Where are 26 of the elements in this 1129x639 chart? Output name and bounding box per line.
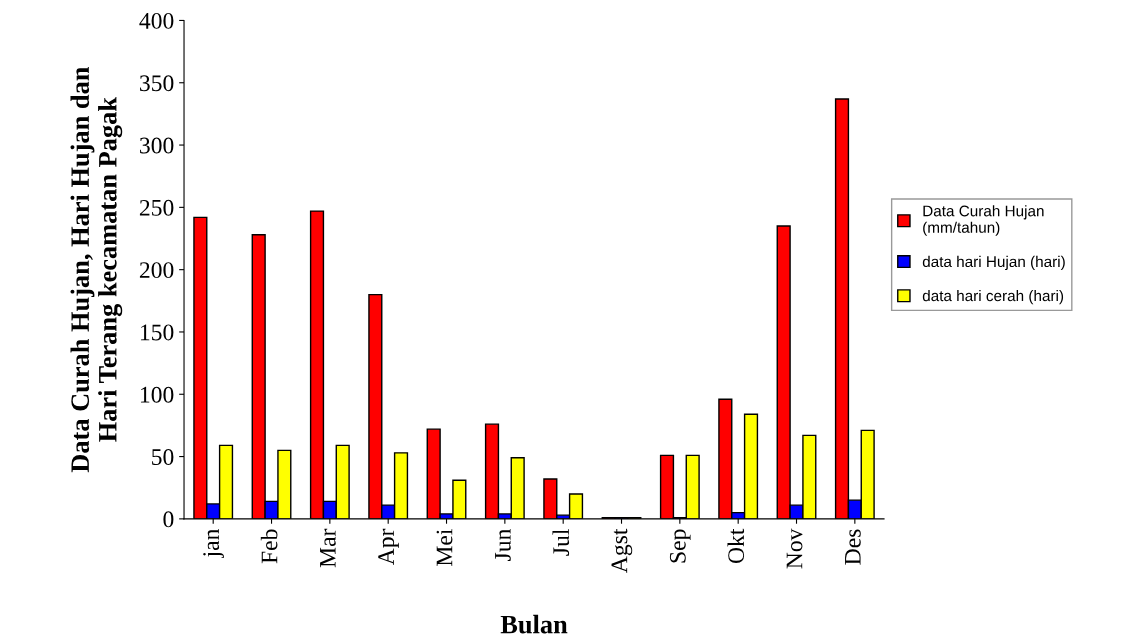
y-tick-label: 150: [140, 324, 174, 341]
legend-label: data hari Hujan (hari): [922, 255, 1065, 271]
x-tick-label: Mei: [436, 529, 453, 566]
legend-label: Data Curah Hujan (mm/tahun): [923, 205, 1044, 236]
x-tick-label: Jun: [495, 528, 511, 561]
y-tick-label: 400: [139, 12, 174, 29]
y-tick-label: 300: [140, 137, 174, 154]
x-tick-label: Jul: [552, 529, 570, 556]
y-tick-label: 50: [152, 449, 174, 465]
legend-label: data hari cerah (hari): [922, 290, 1064, 305]
x-tick-label: jan: [203, 528, 224, 559]
x-tick-label: Agst: [611, 528, 633, 573]
y-tick-label: 250: [139, 199, 174, 216]
y-tick-label: 350: [140, 75, 174, 92]
x-tick-label: Okt: [727, 528, 745, 564]
y-tick-label: 0: [163, 511, 174, 528]
x-tick-label: Nov: [786, 528, 803, 569]
y-axis-title: Data Curah Hujan, Hari Hujan dan Hari Terang kecamatan Pagak: [70, 66, 123, 473]
y-tick-label: 200: [139, 262, 174, 279]
x-tick-label: Mar: [320, 528, 336, 568]
x-axis-title: Bulan: [500, 614, 568, 634]
x-tick-label: Sep: [669, 529, 691, 563]
y-tick-label: 100: [140, 386, 174, 403]
x-tick-label: Feb: [260, 529, 278, 564]
x-tick-label: Des: [845, 529, 861, 565]
x-tick-label: Apr: [378, 528, 399, 566]
